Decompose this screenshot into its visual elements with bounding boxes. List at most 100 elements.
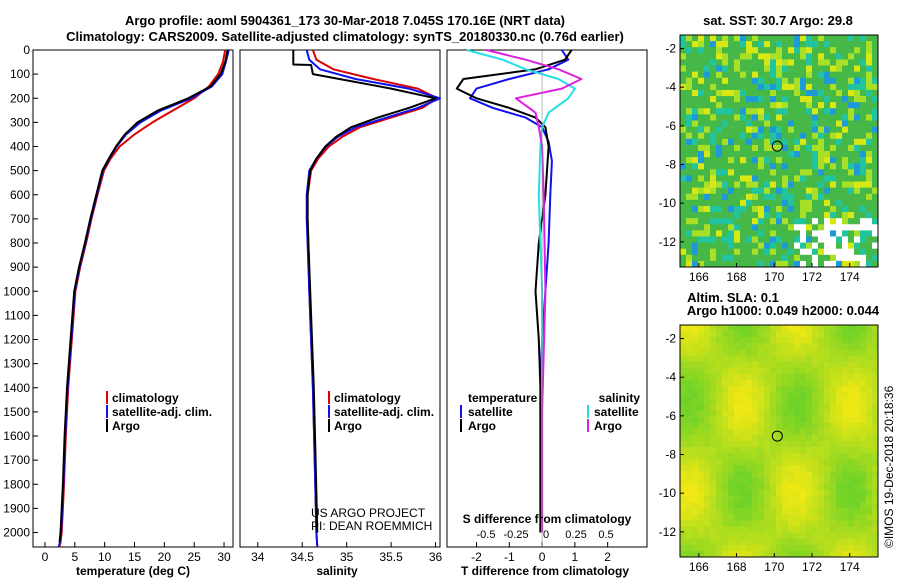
map-cell <box>752 379 759 387</box>
map-cell <box>740 151 747 158</box>
map-cell <box>794 205 801 213</box>
map-cell <box>746 254 753 262</box>
map-cell <box>752 138 759 146</box>
map-cell <box>854 459 861 466</box>
map-cell <box>746 398 753 405</box>
map-cell <box>752 428 759 436</box>
map-cell <box>752 108 759 115</box>
map-cell <box>692 260 699 268</box>
map-cell <box>854 77 861 85</box>
map-cell <box>800 230 807 237</box>
map-cell <box>734 169 741 176</box>
map-cell <box>794 453 801 460</box>
map-cell <box>830 477 837 485</box>
map-cell <box>848 416 855 423</box>
map-cell <box>830 465 837 472</box>
map-cell <box>692 325 699 332</box>
map-cell <box>824 120 831 127</box>
map-cell <box>866 410 873 417</box>
map-cell <box>692 218 699 225</box>
map-cell <box>788 367 795 375</box>
map-cell <box>806 459 813 466</box>
map-cell <box>758 35 765 42</box>
map-cell <box>830 550 837 558</box>
map-cell <box>758 514 765 521</box>
map-cell <box>758 434 765 442</box>
map-cell <box>734 459 741 466</box>
map-cell <box>830 483 837 491</box>
map-cell <box>752 502 759 509</box>
map-cell <box>728 392 735 399</box>
map-cell <box>830 218 837 225</box>
map-cell <box>782 471 789 478</box>
map-cell <box>680 65 687 72</box>
map-cell <box>740 434 747 442</box>
map-cell <box>692 386 699 393</box>
map-cell <box>770 120 777 127</box>
map-cell <box>728 477 735 485</box>
map-cell <box>872 132 879 140</box>
map-cell <box>848 514 855 521</box>
map-cell <box>752 47 759 54</box>
map-cell <box>686 477 693 485</box>
map-cell <box>776 379 783 387</box>
map-cell <box>818 163 825 170</box>
map-cell <box>836 157 843 164</box>
map-cell <box>812 218 819 225</box>
map-cell <box>698 144 705 152</box>
map-cell <box>710 181 717 188</box>
map-cell <box>728 355 735 362</box>
map-x-tick-label: 174 <box>840 270 860 284</box>
map-cell <box>812 428 819 436</box>
map-cell <box>722 325 729 332</box>
map-cell <box>788 41 795 48</box>
map-cell <box>818 83 825 91</box>
map-cell <box>734 71 741 79</box>
map-cell <box>770 422 777 430</box>
map-cell <box>728 337 735 344</box>
map-cell <box>758 108 765 115</box>
map-cell <box>782 477 789 485</box>
map-cell <box>698 181 705 188</box>
map-cell <box>794 325 801 332</box>
map-x-tick-label: 174 <box>840 560 860 574</box>
map-cell <box>812 132 819 140</box>
map-cell <box>746 169 753 176</box>
map-cell <box>704 230 711 237</box>
y-tick-label: 1700 <box>3 453 30 467</box>
map-cell <box>812 138 819 146</box>
map-cell <box>812 447 819 454</box>
map-cell <box>842 53 849 60</box>
map-cell <box>854 441 861 448</box>
map-cell <box>704 126 711 133</box>
map-cell <box>680 120 687 127</box>
map-cell <box>836 224 843 231</box>
map-cell <box>692 532 699 539</box>
map-cell <box>746 151 753 158</box>
map-cell <box>758 65 765 72</box>
map-cell <box>722 151 729 158</box>
map-cell <box>866 538 873 546</box>
map-cell <box>842 349 849 356</box>
map-cell <box>812 422 819 430</box>
map-cell <box>716 379 723 387</box>
map-cell <box>872 392 879 399</box>
map-cell <box>788 120 795 127</box>
map-cell <box>854 386 861 393</box>
map-cell <box>776 35 783 42</box>
map-cell <box>866 77 873 85</box>
map-cell <box>866 59 873 66</box>
map-cell <box>734 441 741 448</box>
map-cell <box>716 71 723 79</box>
map-cell <box>848 205 855 213</box>
map-cell <box>812 175 819 182</box>
map-cell <box>824 434 831 442</box>
map-cell <box>806 59 813 66</box>
map-cell <box>782 465 789 472</box>
map-cell <box>734 404 741 411</box>
map-cell <box>872 514 879 521</box>
map-cell <box>698 132 705 140</box>
map-cell <box>788 398 795 405</box>
map-cell <box>788 331 795 338</box>
map-cell <box>758 483 765 491</box>
